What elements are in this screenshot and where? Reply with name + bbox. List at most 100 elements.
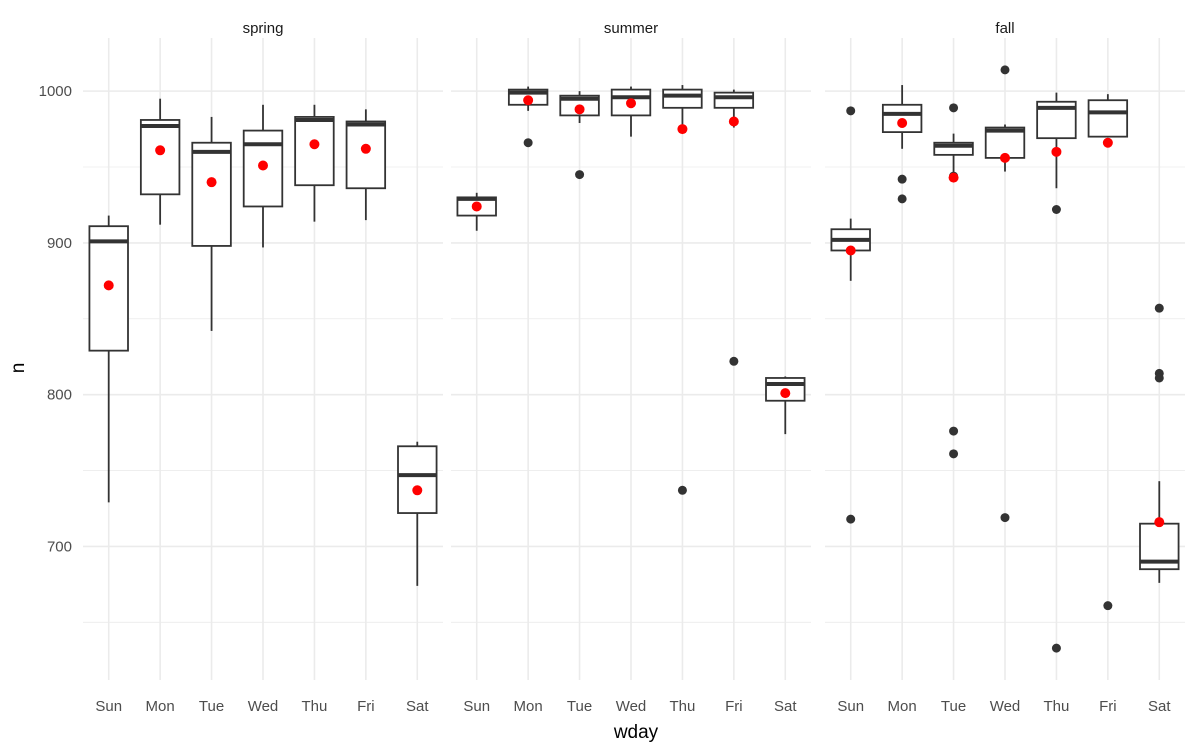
box-mon (881, 85, 923, 204)
outlier-point (897, 174, 907, 184)
x-tick-label: Thu (669, 698, 695, 715)
box-thu (662, 85, 703, 495)
box-tue (191, 116, 232, 331)
box-body (397, 445, 438, 514)
box-body (610, 88, 652, 117)
box-fri (345, 109, 387, 221)
x-tick-label: Fri (725, 698, 743, 715)
x-tick-label: Wed (990, 698, 1021, 715)
outlier-point (677, 485, 687, 495)
outlier-point (729, 356, 739, 366)
x-tick-label: Mon (888, 698, 917, 715)
mean-point (258, 160, 268, 171)
facet-panels: spring Sun Mon Tue Wed Thu Fri Sat summer Sun Mon T… (83, 20, 1185, 715)
box-body (713, 91, 755, 109)
outlier-point (1000, 513, 1010, 523)
box-body (191, 141, 232, 247)
x-axis-title: wday (613, 722, 659, 743)
box-body (1087, 99, 1129, 138)
box-sat (1139, 303, 1180, 583)
outlier-point (897, 194, 907, 204)
box-body (294, 116, 335, 187)
box-tue (933, 103, 974, 459)
mean-point (309, 139, 320, 150)
box-body (139, 119, 181, 196)
x-tick-label: Sun (95, 698, 122, 715)
box-wed (610, 86, 652, 137)
outlier-point (1154, 303, 1164, 313)
y-axis-title: n (8, 363, 29, 374)
mean-point (948, 172, 959, 183)
box-sun (830, 106, 871, 524)
x-tick-label: Mon (514, 698, 543, 715)
facet-title: fall (995, 20, 1014, 37)
outlier-point (575, 170, 585, 180)
box-body (88, 225, 129, 352)
mean-point (574, 104, 585, 115)
y-tick-label: 1000 (39, 83, 72, 100)
x-tick-label: Fri (357, 698, 375, 715)
mean-point (412, 485, 423, 496)
mean-point (728, 116, 739, 127)
outlier-point (1051, 205, 1061, 215)
x-tick-label: Thu (1043, 698, 1069, 715)
mean-point (206, 177, 217, 188)
facet-title: spring (243, 20, 284, 37)
x-tick-label: Tue (941, 698, 966, 715)
x-tick-label: Tue (199, 698, 224, 715)
x-tick-label: Sun (463, 698, 490, 715)
mean-point (471, 201, 482, 212)
outlier-point (1051, 643, 1061, 653)
box-wed (242, 104, 284, 248)
mean-point (626, 98, 636, 109)
mean-point (780, 388, 791, 399)
x-tick-label: Sat (774, 698, 797, 715)
mean-point (155, 145, 166, 156)
box-thu (294, 104, 335, 222)
x-tick-label: Sun (837, 698, 864, 715)
box-thu (1036, 92, 1077, 653)
outlier-point (1000, 65, 1010, 75)
outlier-point (949, 449, 959, 459)
x-tick-label: Wed (248, 698, 279, 715)
x-tick-label: Mon (146, 698, 175, 715)
box-fri (1087, 94, 1129, 611)
mean-point (677, 124, 688, 135)
box-sun (88, 215, 129, 503)
y-tick-label: 900 (47, 235, 72, 252)
box-sun (456, 192, 497, 231)
outlier-point (846, 514, 856, 524)
box-mon (507, 86, 549, 148)
facet-panel-spring: spring Sun Mon Tue Wed Thu Fri Sat (83, 20, 443, 715)
outlier-point (1103, 601, 1113, 611)
x-tick-label: Fri (1099, 698, 1117, 715)
mean-point (1154, 517, 1165, 528)
mean-point (845, 245, 856, 256)
x-tick-label: Sat (1148, 698, 1171, 715)
outlier-point (949, 103, 959, 113)
mean-point (897, 117, 908, 128)
mean-point (1051, 146, 1062, 157)
x-tick-label: Thu (301, 698, 327, 715)
box-wed (984, 65, 1026, 523)
box-sat (765, 376, 806, 435)
box-sat (397, 441, 438, 586)
x-tick-label: Sat (406, 698, 429, 715)
box-body (345, 120, 387, 190)
y-tick-label: 700 (47, 538, 72, 555)
mean-point (523, 95, 534, 106)
box-mon (139, 98, 181, 225)
mean-point (103, 280, 114, 291)
facet-panel-summer: summer Sun Mon Tue Wed Thu Fri Sat (451, 20, 811, 715)
x-tick-label: Wed (616, 698, 647, 715)
mean-point (1102, 137, 1113, 148)
box-tue (559, 91, 600, 180)
outlier-point (1154, 373, 1164, 383)
y-tick-label: 800 (47, 387, 72, 404)
mean-point (360, 143, 371, 154)
outlier-point (523, 138, 533, 148)
y-axis-ticks: 700 800 900 1000 (39, 83, 72, 555)
outlier-point (949, 426, 959, 436)
outlier-point (846, 106, 856, 116)
